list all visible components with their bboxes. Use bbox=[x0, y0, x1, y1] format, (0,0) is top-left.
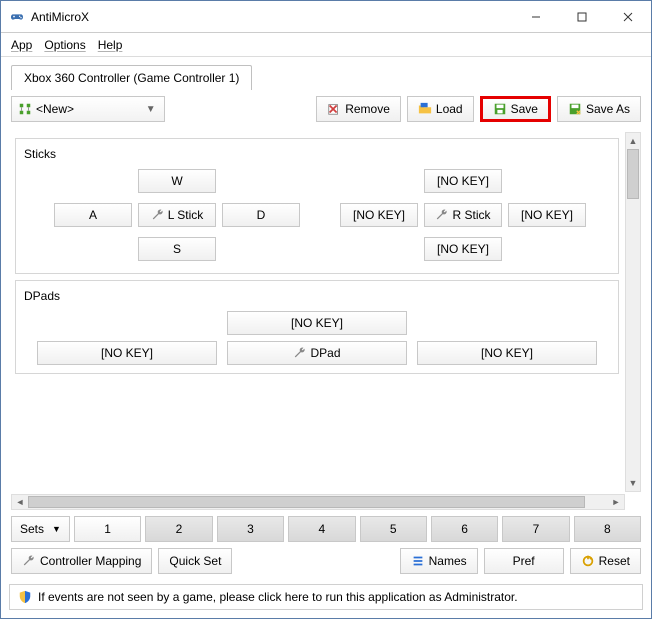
sticks-group: Sticks W A L Stick D S bbox=[15, 138, 619, 274]
pref-button[interactable]: Pref bbox=[484, 548, 564, 574]
profile-selected: <New> bbox=[36, 102, 74, 116]
reset-icon bbox=[581, 554, 595, 568]
scroll-left-icon[interactable]: ◄ bbox=[12, 497, 28, 507]
load-label: Load bbox=[436, 102, 463, 116]
bottom-bar: Controller Mapping Quick Set Names Pref … bbox=[11, 548, 641, 574]
shield-icon bbox=[18, 590, 32, 604]
rstick-left[interactable]: [NO KEY] bbox=[340, 203, 418, 227]
scroll-down-icon[interactable]: ▼ bbox=[626, 475, 640, 491]
remove-label: Remove bbox=[345, 102, 390, 116]
app-icon bbox=[9, 9, 25, 25]
lstick-right[interactable]: D bbox=[222, 203, 300, 227]
vertical-scrollbar[interactable]: ▲ ▼ bbox=[625, 132, 641, 492]
set-5[interactable]: 5 bbox=[360, 516, 427, 542]
dpad-up[interactable]: [NO KEY] bbox=[227, 311, 407, 335]
menu-options[interactable]: Options bbox=[44, 38, 85, 52]
status-text: If events are not seen by a game, please… bbox=[38, 590, 518, 604]
save-label: Save bbox=[511, 102, 538, 116]
controller-mapping-button[interactable]: Controller Mapping bbox=[11, 548, 152, 574]
wrench-icon bbox=[22, 554, 36, 568]
menubar: App Options Help bbox=[1, 33, 651, 57]
save-icon bbox=[493, 102, 507, 116]
save-button[interactable]: Save bbox=[480, 96, 551, 122]
rstick-center[interactable]: R Stick bbox=[424, 203, 502, 227]
names-button[interactable]: Names bbox=[400, 548, 478, 574]
set-3[interactable]: 3 bbox=[217, 516, 284, 542]
lstick-center[interactable]: L Stick bbox=[138, 203, 216, 227]
top-toolbar: <New> ▼ Remove Load Save Save As bbox=[11, 96, 641, 122]
dpads-group: DPads [NO KEY] [NO KEY] DPad [NO KEY] bbox=[15, 280, 619, 374]
dpad-left[interactable]: [NO KEY] bbox=[37, 341, 217, 365]
load-icon bbox=[418, 102, 432, 116]
quick-set-button[interactable]: Quick Set bbox=[158, 548, 232, 574]
remove-icon bbox=[327, 102, 341, 116]
close-button[interactable] bbox=[605, 1, 651, 32]
menu-help[interactable]: Help bbox=[98, 38, 123, 52]
scroll-up-icon[interactable]: ▲ bbox=[626, 133, 640, 149]
dpad-right[interactable]: [NO KEY] bbox=[417, 341, 597, 365]
dpads-title: DPads bbox=[24, 289, 610, 303]
wrench-icon bbox=[293, 346, 307, 360]
set-8[interactable]: 8 bbox=[574, 516, 641, 542]
hscroll-thumb[interactable] bbox=[28, 496, 585, 508]
sticks-title: Sticks bbox=[24, 147, 610, 161]
scroll-thumb[interactable] bbox=[627, 149, 639, 199]
wrench-icon bbox=[151, 208, 165, 222]
wrench-icon bbox=[435, 208, 449, 222]
lstick-up[interactable]: W bbox=[138, 169, 216, 193]
tab-label: Xbox 360 Controller (Game Controller 1) bbox=[24, 71, 239, 85]
set-6[interactable]: 6 bbox=[431, 516, 498, 542]
save-as-button[interactable]: Save As bbox=[557, 96, 641, 122]
rstick-right[interactable]: [NO KEY] bbox=[508, 203, 586, 227]
chevron-down-icon: ▼ bbox=[52, 524, 61, 534]
chevron-down-icon: ▼ bbox=[146, 104, 156, 115]
menu-app[interactable]: App bbox=[11, 38, 32, 52]
save-as-icon bbox=[568, 102, 582, 116]
status-bar[interactable]: If events are not seen by a game, please… bbox=[9, 584, 643, 610]
tab-row: Xbox 360 Controller (Game Controller 1) bbox=[11, 65, 641, 90]
sets-dropdown[interactable]: Sets▼ bbox=[11, 516, 70, 542]
window-title: AntiMicroX bbox=[31, 10, 89, 24]
lstick-down[interactable]: S bbox=[138, 237, 216, 261]
sets-bar: Sets▼ 1 2 3 4 5 6 7 8 bbox=[11, 516, 641, 542]
mapping-scroll-area: Sticks W A L Stick D S bbox=[11, 132, 641, 510]
set-4[interactable]: 4 bbox=[288, 516, 355, 542]
dpad-center[interactable]: DPad bbox=[227, 341, 407, 365]
tab-controller[interactable]: Xbox 360 Controller (Game Controller 1) bbox=[11, 65, 252, 90]
right-stick-grid: [NO KEY] [NO KEY] R Stick [NO KEY] [NO K… bbox=[340, 169, 586, 265]
set-1[interactable]: 1 bbox=[74, 516, 141, 542]
set-2[interactable]: 2 bbox=[145, 516, 212, 542]
save-as-label: Save As bbox=[586, 102, 630, 116]
set-7[interactable]: 7 bbox=[502, 516, 569, 542]
remove-button[interactable]: Remove bbox=[316, 96, 401, 122]
load-button[interactable]: Load bbox=[407, 96, 474, 122]
minimize-button[interactable] bbox=[513, 1, 559, 32]
lstick-left[interactable]: A bbox=[54, 203, 132, 227]
scroll-right-icon[interactable]: ► bbox=[608, 497, 624, 507]
titlebar: AntiMicroX bbox=[1, 1, 651, 33]
profile-combo[interactable]: <New> ▼ bbox=[11, 96, 165, 122]
rstick-down[interactable]: [NO KEY] bbox=[424, 237, 502, 261]
list-icon bbox=[411, 554, 425, 568]
profile-icon bbox=[18, 102, 32, 116]
horizontal-scrollbar[interactable]: ◄ ► bbox=[11, 494, 625, 510]
maximize-button[interactable] bbox=[559, 1, 605, 32]
left-stick-grid: W A L Stick D S bbox=[54, 169, 300, 265]
reset-button[interactable]: Reset bbox=[570, 548, 641, 574]
rstick-up[interactable]: [NO KEY] bbox=[424, 169, 502, 193]
